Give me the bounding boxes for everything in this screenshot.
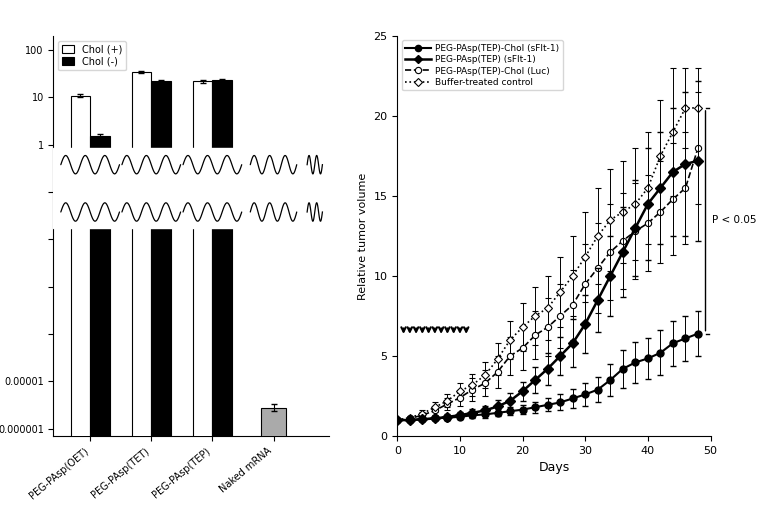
Bar (53, 148, 329, 228)
Bar (193, 81, 212, 513)
Bar (131, 72, 151, 513)
Bar (90, 136, 110, 513)
Text: P < 0.05: P < 0.05 (712, 215, 756, 225)
Legend: PEG-PAsp(TEP)-Chol (sFlt-1), PEG-PAsp(TEP) (sFlt-1), PEG-PAsp(TEP)-Chol (Luc), B: PEG-PAsp(TEP)-Chol (sFlt-1), PEG-PAsp(TE… (402, 41, 563, 90)
Y-axis label: Relative tumor volume: Relative tumor volume (358, 172, 368, 300)
Bar (70, 95, 90, 513)
X-axis label: Days: Days (539, 461, 569, 475)
Bar (261, 407, 286, 513)
Legend: Chol (+), Chol (-): Chol (+), Chol (-) (58, 41, 126, 70)
Bar (212, 81, 232, 513)
Bar (151, 81, 171, 513)
